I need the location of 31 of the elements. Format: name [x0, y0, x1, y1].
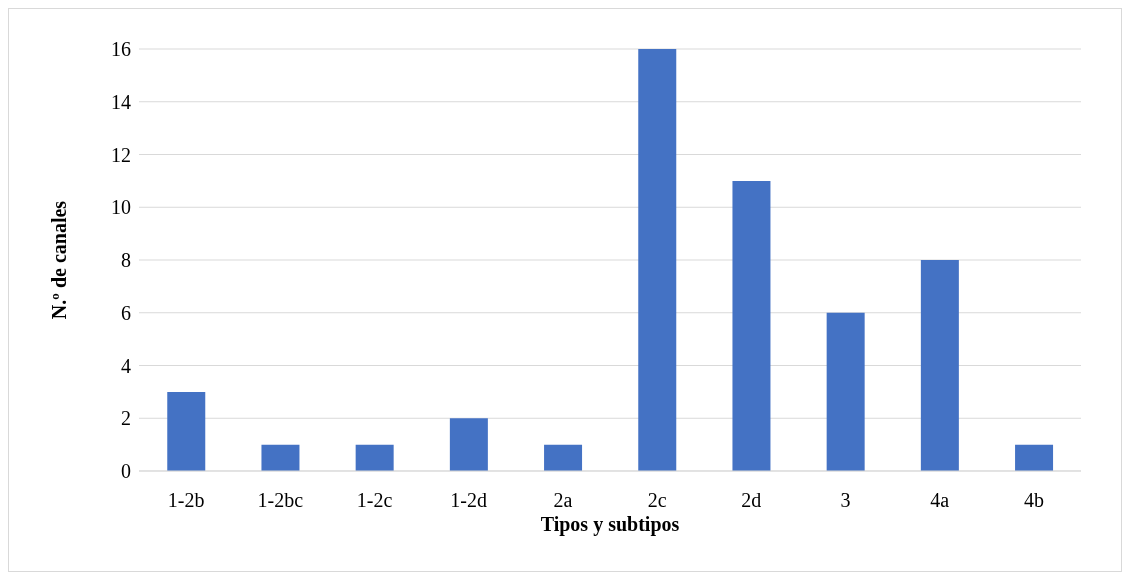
y-tick-label: 4	[121, 354, 131, 377]
bar	[732, 180, 771, 471]
bar	[167, 391, 206, 471]
y-tick-label: 14	[111, 90, 131, 113]
y-axis-title: N.º de canales	[48, 200, 71, 320]
x-tick-label: 1-2bc	[257, 489, 304, 512]
x-tick-label: 4b	[1023, 489, 1044, 512]
x-tick-label: 2d	[741, 489, 762, 512]
y-tick-label: 6	[121, 301, 131, 324]
y-tick-label: 10	[111, 196, 131, 219]
bar	[449, 418, 488, 471]
x-tick-label: 2a	[553, 489, 573, 512]
bar	[920, 260, 959, 471]
x-axis-title: Tipos y subtipos	[540, 513, 680, 536]
x-tick-label: 3	[840, 489, 851, 512]
y-tick-label: 8	[121, 249, 131, 272]
x-tick-label: 4a	[930, 489, 950, 512]
x-tick-label: 2c	[647, 489, 667, 512]
bar	[1015, 444, 1054, 471]
y-tick-label: 2	[121, 407, 131, 430]
x-tick-label: 1-2c	[356, 489, 393, 512]
bar	[638, 49, 677, 471]
bar	[826, 312, 865, 471]
y-tick-label: 12	[111, 143, 131, 166]
y-tick-label: 16	[111, 38, 131, 61]
x-tick-label: 1-2d	[450, 489, 488, 512]
y-tick-label: 0	[121, 460, 131, 483]
bar	[261, 444, 300, 471]
bar	[544, 444, 583, 471]
bar	[355, 444, 394, 471]
x-tick-label: 1-2b	[167, 489, 205, 512]
